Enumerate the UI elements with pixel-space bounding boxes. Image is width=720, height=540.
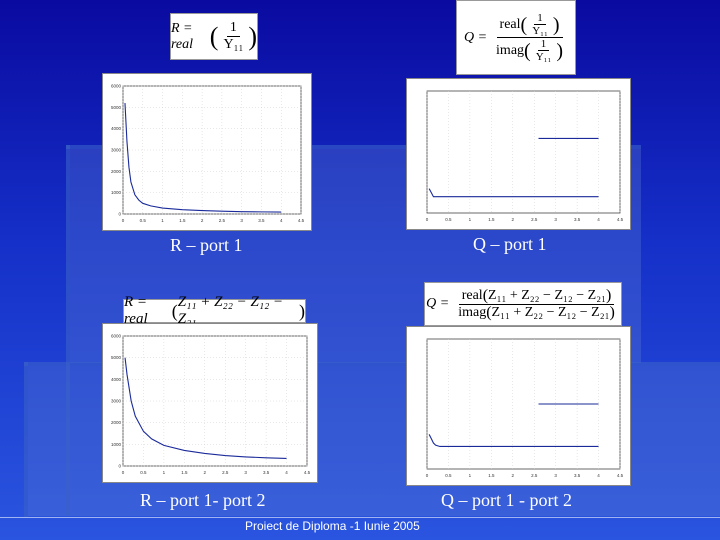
formula-lhs: R = real	[171, 20, 194, 52]
x-tick-label: 4.5	[304, 470, 311, 475]
formula-inner-num: 1	[537, 38, 550, 51]
formula-inner-den: Y₁₁	[532, 25, 548, 37]
x-tick-label: 3.5	[258, 218, 265, 223]
chart-q-port1: 0 0.5 1 1.5 2 2.5 3 3.5 4 4.5	[426, 90, 624, 222]
x-tick-label: 1	[469, 217, 472, 222]
y-tick-label: 2000	[111, 420, 122, 425]
x-tick-label: 1.5	[488, 473, 495, 478]
y-tick-label: 2000	[111, 169, 122, 174]
y-tick-label: 0	[118, 464, 121, 469]
x-tick-label: 4	[280, 218, 283, 223]
decor-vertical-bar-lower	[24, 362, 28, 517]
formula-lhs: Q =	[426, 296, 450, 311]
x-tick-label: 0	[426, 473, 429, 478]
y-tick-label: 1000	[111, 190, 122, 195]
y-tick-label: 6000	[111, 84, 122, 89]
x-tick-label: 2	[204, 470, 207, 475]
x-tick-label: 4	[597, 217, 600, 222]
x-tick-label: 2.5	[219, 218, 226, 223]
y-tick-label: 4000	[111, 377, 122, 382]
x-tick-label: 0.5	[445, 473, 452, 478]
x-tick-label: 0	[426, 217, 429, 222]
x-tick-label: 0.5	[140, 218, 147, 223]
x-tick-label: 0	[122, 470, 125, 475]
y-tick-label: 0	[118, 212, 121, 217]
caption-q-port12: Q – port 1 - port 2	[441, 490, 572, 510]
formula-denominator: Y₁₁	[223, 37, 244, 52]
y-tick-label: 3000	[111, 399, 122, 404]
x-tick-label: 2	[512, 473, 515, 478]
x-tick-label: 3	[240, 218, 243, 223]
footer-divider	[0, 517, 720, 518]
x-tick-label: 2.5	[222, 470, 229, 475]
footer-text: Proiect de Diploma -1 Iunie 2005	[245, 519, 420, 533]
x-tick-label: 3.5	[574, 473, 581, 478]
formula-inner-num: 1	[534, 12, 546, 25]
y-tick-label: 3000	[111, 148, 122, 153]
x-tick-label: 4	[285, 470, 288, 475]
chart-r-port1: 0 0.5 1 1.5 2 2.5 3 3.5 4 4.5 0 1000 2000 3000 4000 500…	[111, 84, 305, 224]
x-tick-label: 1.5	[179, 218, 186, 223]
y-tick-label: 4000	[111, 126, 122, 131]
x-tick-label: 4.5	[298, 218, 305, 223]
decor-vertical-bar	[66, 145, 70, 515]
x-tick-label: 3	[554, 217, 557, 222]
x-tick-label: 4	[597, 473, 600, 478]
x-tick-label: 4.5	[617, 473, 624, 478]
series-line	[428, 188, 599, 198]
decor-horizontal-bar-lower	[24, 362, 720, 366]
chart-q-port12: 0 0.5 1 1.5 2 2.5 3 3.5 4 4.5	[426, 338, 624, 478]
x-tick-label: 2	[512, 217, 515, 222]
formula-num-expression: Z₁₁ + Z₂₂ − Z₁₂ − Z₂₁	[488, 287, 606, 303]
y-tick-label: 6000	[111, 334, 122, 339]
formula-r-port1: R = real ( 1 Y₁₁ )	[170, 13, 258, 60]
formula-numerator: 1	[226, 20, 240, 37]
plot-r-port12: 0 0.5 1 1.5 2 2.5 3 3.5 4 4.5 0 1000 2000 3000 4000 500…	[102, 323, 318, 483]
x-tick-label: 0.5	[445, 217, 452, 222]
x-tick-label: 0.5	[140, 470, 147, 475]
decor-horizontal-bar	[66, 145, 641, 149]
x-tick-label: 2.5	[531, 473, 538, 478]
x-tick-label: 1	[163, 470, 166, 475]
formula-den-expression: Z₁₁ + Z₂₂ − Z₁₂ − Z₂₁	[491, 304, 610, 320]
plot-q-port12: 0 0.5 1 1.5 2 2.5 3 3.5 4 4.5	[406, 326, 631, 486]
x-tick-label: 3.5	[574, 217, 581, 222]
series-line	[124, 357, 287, 459]
caption-q-port1: Q – port 1	[473, 234, 547, 254]
x-tick-label: 0	[122, 218, 125, 223]
caption-r-port1: R – port 1	[170, 235, 243, 255]
series-line	[428, 434, 599, 448]
plot-r-port1: 0 0.5 1 1.5 2 2.5 3 3.5 4 4.5 0 1000 2000 3000 4000 500…	[102, 73, 312, 231]
formula-imag-fn: imag	[458, 304, 487, 320]
x-tick-label: 3	[244, 470, 247, 475]
x-tick-label: 2.5	[531, 217, 538, 222]
plot-q-port1: 0 0.5 1 1.5 2 2.5 3 3.5 4 4.5	[406, 78, 631, 230]
x-tick-label: 3.5	[263, 470, 270, 475]
x-tick-label: 1.5	[488, 217, 495, 222]
x-tick-label: 1	[161, 218, 164, 223]
y-tick-label: 5000	[111, 105, 122, 110]
x-tick-label: 1	[469, 473, 472, 478]
plot-area	[426, 90, 621, 214]
formula-q-port12: Q = real ( Z₁₁ + Z₂₂ − Z₁₂ − Z₂₁ ) imag …	[424, 282, 622, 326]
formula-inner-den: Y₁₁	[535, 51, 552, 63]
x-tick-label: 4.5	[617, 217, 624, 222]
y-tick-label: 1000	[111, 442, 122, 447]
series-line	[124, 103, 282, 213]
formula-real-fn: real	[461, 287, 483, 303]
chart-r-port12: 0 0.5 1 1.5 2 2.5 3 3.5 4 4.5 0 1000 2000 3000 4000 500…	[111, 334, 311, 476]
plot-area	[122, 85, 302, 215]
x-tick-label: 3	[554, 473, 557, 478]
formula-lhs: Q =	[463, 29, 488, 45]
x-tick-label: 2	[201, 218, 204, 223]
y-tick-label: 5000	[111, 355, 122, 360]
formula-imag-fn: imag	[496, 42, 525, 58]
x-tick-label: 1.5	[181, 470, 188, 475]
formula-real-fn: real	[499, 16, 521, 32]
formula-q-port1: Q = real ( 1 Y₁₁ ) imag ( 1 Y₁₁ )	[456, 0, 576, 75]
caption-r-port12: R – port 1- port 2	[140, 490, 266, 510]
formula-r-port12: R = real ( Z₁₁ + Z₂₂ − Z₁₂ − Z₂₁ )	[123, 294, 306, 327]
